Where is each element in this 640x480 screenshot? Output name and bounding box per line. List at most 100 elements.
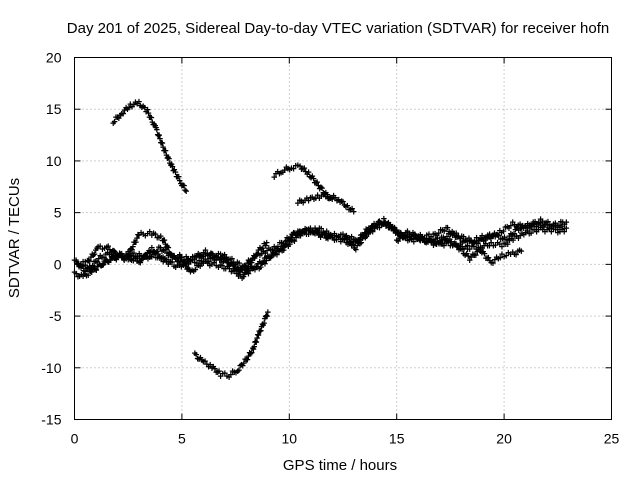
data-point: +: [420, 234, 426, 246]
y-tick-label: -10: [41, 360, 61, 376]
data-point: +: [204, 249, 210, 261]
data-point: +: [265, 252, 271, 264]
data-point: +: [200, 256, 206, 268]
data-point: +: [172, 254, 178, 266]
data-point: +: [436, 238, 442, 250]
data-point: +: [226, 263, 232, 275]
data-point: +: [276, 168, 282, 180]
data-point: +: [195, 249, 201, 261]
data-point: +: [470, 249, 476, 261]
data-point: +: [370, 226, 376, 238]
data-point: +: [207, 360, 213, 372]
data-point: +: [132, 237, 138, 249]
data-point: +: [212, 364, 218, 376]
data-point: +: [129, 248, 135, 260]
data-point: +: [123, 252, 129, 264]
data-point: +: [80, 265, 86, 277]
data-point: +: [265, 307, 271, 319]
data-point: +: [533, 227, 539, 239]
data-point: +: [453, 239, 459, 251]
data-point: +: [397, 231, 403, 243]
data-point: +: [409, 232, 415, 244]
data-point: +: [315, 226, 321, 238]
data-point: +: [110, 245, 116, 257]
data-point: +: [468, 235, 474, 247]
data-point: +: [156, 233, 162, 245]
data-point: +: [392, 224, 398, 236]
data-point: +: [273, 243, 279, 255]
data-point: +: [252, 265, 258, 277]
data-point: +: [490, 240, 496, 252]
data-point: +: [300, 198, 306, 210]
data-point: +: [154, 246, 160, 258]
data-point: +: [198, 253, 204, 265]
data-point: +: [163, 256, 169, 268]
data-point: +: [471, 250, 477, 262]
data-point: +: [423, 237, 429, 249]
data-point: +: [271, 250, 277, 262]
data-point: +: [146, 227, 152, 239]
data-point: +: [398, 230, 404, 242]
data-point: +: [132, 254, 138, 266]
data-point: +: [526, 223, 532, 235]
data-point: +: [440, 235, 446, 247]
data-point: +: [412, 229, 418, 241]
data-point: +: [217, 254, 223, 266]
data-point: +: [377, 218, 383, 230]
data-point: +: [295, 160, 301, 172]
data-point: +: [182, 257, 188, 269]
data-point: +: [193, 252, 199, 264]
data-point: +: [441, 234, 447, 246]
data-point: +: [288, 234, 294, 246]
data-point: +: [204, 256, 210, 268]
data-point: +: [393, 228, 399, 240]
data-point: +: [365, 229, 371, 241]
data-point: +: [373, 220, 379, 232]
x-axis-title: GPS time / hours: [283, 457, 397, 474]
data-point: +: [475, 242, 481, 254]
data-point: +: [314, 225, 320, 237]
data-point: +: [184, 255, 190, 267]
data-point: +: [478, 234, 484, 246]
data-point: +: [555, 224, 561, 236]
data-point: +: [397, 227, 403, 239]
data-point: +: [477, 242, 483, 254]
data-point: +: [563, 217, 569, 229]
data-point: +: [379, 218, 385, 230]
data-point: +: [127, 254, 133, 266]
data-point: +: [506, 235, 512, 247]
data-point: +: [196, 251, 202, 263]
series-arc-g: +++++++++++++++++++++++++++++++++: [295, 189, 357, 218]
data-point: +: [250, 253, 256, 265]
data-point: +: [406, 234, 412, 246]
data-point: +: [96, 254, 102, 266]
data-point: +: [233, 269, 239, 281]
data-point: +: [455, 240, 461, 252]
data-point: +: [283, 162, 289, 174]
data-point: +: [477, 235, 483, 247]
data-point: +: [532, 225, 538, 237]
data-point: +: [117, 110, 123, 122]
data-point: +: [179, 252, 185, 264]
data-point: +: [561, 226, 567, 238]
data-point: +: [251, 341, 257, 353]
data-point: +: [438, 238, 444, 250]
data-point: +: [87, 266, 93, 278]
data-point: +: [171, 250, 177, 262]
y-tick-label: 0: [54, 256, 62, 272]
data-point: +: [128, 244, 134, 256]
data-point: +: [239, 361, 245, 373]
data-point: +: [402, 231, 408, 243]
data-point: +: [415, 233, 421, 245]
data-point: +: [241, 358, 247, 370]
data-point: +: [200, 247, 206, 259]
data-point: +: [136, 230, 142, 242]
data-point: +: [160, 252, 166, 264]
data-point: +: [141, 252, 147, 264]
data-point: +: [165, 256, 171, 268]
data-point: +: [450, 240, 456, 252]
data-point: +: [80, 261, 86, 273]
data-point: +: [439, 225, 445, 237]
data-point: +: [358, 230, 364, 242]
series-arc-c: ++++++++++++++++++++++++++++++++++++++++…: [73, 218, 524, 277]
